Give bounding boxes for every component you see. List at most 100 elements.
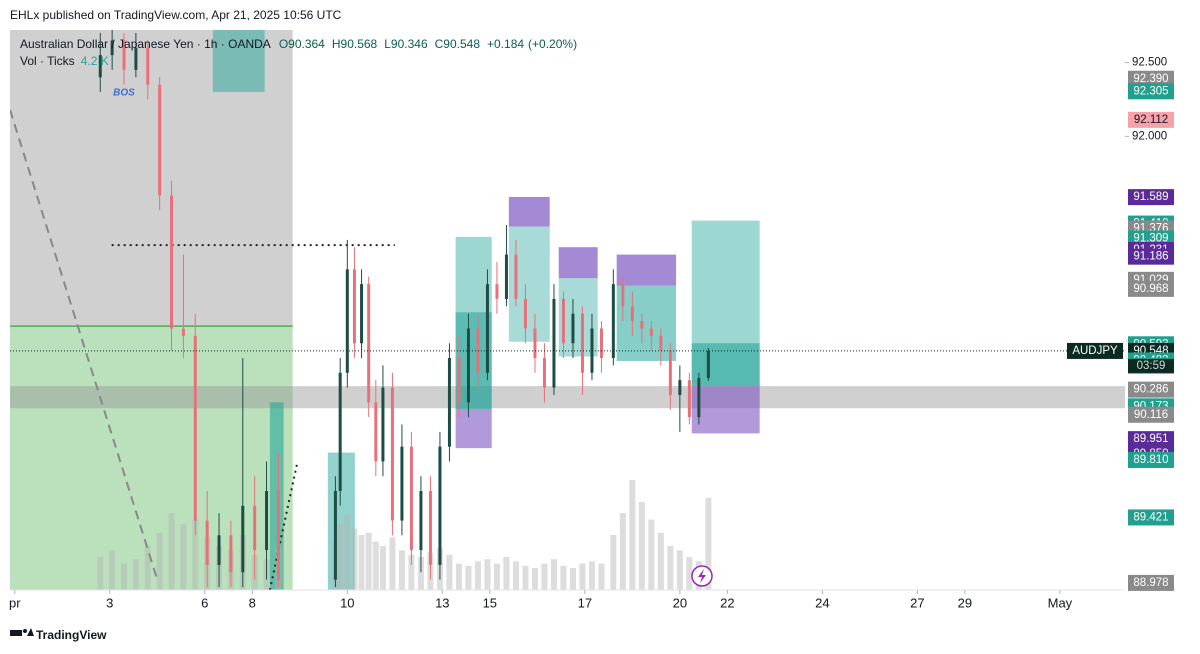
zone bbox=[212, 30, 265, 93]
price-badge bbox=[1128, 509, 1174, 526]
candle-body bbox=[571, 313, 575, 344]
bos-annotation: BOS bbox=[113, 88, 135, 99]
candle-body bbox=[333, 491, 337, 580]
candle-body bbox=[419, 491, 423, 551]
candle-body bbox=[98, 55, 102, 78]
volume-bar bbox=[192, 519, 199, 590]
tradingview-logo bbox=[10, 628, 34, 636]
candle-body bbox=[374, 402, 378, 462]
volume-bar bbox=[344, 515, 351, 590]
candle-body bbox=[542, 358, 546, 388]
price-badge bbox=[1128, 451, 1174, 468]
x-tick-label: 3 bbox=[106, 595, 113, 610]
volume-bar bbox=[132, 559, 139, 590]
volume-bar bbox=[484, 559, 491, 590]
x-tick-label: 6 bbox=[201, 595, 208, 610]
x-tick-label: 22 bbox=[720, 595, 734, 610]
zone bbox=[616, 254, 677, 286]
price-badge-label: 89.810 bbox=[1133, 454, 1168, 466]
candle-body bbox=[338, 372, 342, 492]
volume-bar bbox=[569, 568, 576, 590]
candle-body bbox=[466, 328, 470, 403]
candle-body bbox=[457, 358, 461, 403]
price-badge-label: 89.421 bbox=[1133, 511, 1168, 523]
candle-body bbox=[158, 84, 162, 196]
candle-body bbox=[276, 491, 280, 580]
x-tick-label: May bbox=[1048, 595, 1073, 610]
candle-body bbox=[352, 269, 356, 344]
zone bbox=[558, 247, 598, 279]
volume-bar bbox=[686, 557, 693, 590]
volume-bar bbox=[550, 559, 557, 590]
candle-body bbox=[621, 284, 625, 307]
plot-area bbox=[10, 30, 1125, 590]
volume-bar bbox=[168, 513, 175, 590]
x-tick-label: 27 bbox=[910, 595, 924, 610]
price-badge-label: 92.390 bbox=[1133, 73, 1168, 85]
candle-body bbox=[580, 313, 584, 373]
candle-body bbox=[678, 380, 682, 395]
x-tick-label: pr bbox=[9, 595, 21, 610]
volume-last: 4.2 K bbox=[81, 54, 109, 68]
candle-body bbox=[687, 380, 691, 418]
price-badge-label: 92.305 bbox=[1133, 85, 1168, 97]
candle-body bbox=[428, 491, 432, 565]
volume-bar bbox=[493, 563, 500, 590]
candle-body bbox=[649, 328, 653, 336]
volume-bar bbox=[657, 532, 664, 590]
price-badge bbox=[1128, 431, 1174, 448]
candle-body bbox=[476, 328, 480, 373]
volume-bar bbox=[455, 563, 462, 590]
price-badge-label: 90.286 bbox=[1133, 384, 1168, 396]
candle-body bbox=[599, 328, 603, 359]
ohlc-value: L90.346 bbox=[384, 37, 428, 51]
candle-body bbox=[485, 284, 489, 373]
candle-body bbox=[381, 387, 385, 462]
candle-body bbox=[181, 328, 185, 336]
candle-body bbox=[514, 254, 518, 299]
countdown: 03:59 bbox=[1137, 360, 1166, 372]
volume-bar bbox=[398, 550, 405, 590]
volume-bar bbox=[619, 513, 626, 590]
symbol-tag: AUDJPY bbox=[1072, 345, 1118, 357]
volume-bar bbox=[598, 563, 605, 590]
candle-body bbox=[265, 491, 269, 551]
countdown-bg bbox=[1128, 358, 1174, 373]
volume-bar bbox=[351, 528, 358, 590]
volume-bar bbox=[465, 565, 472, 590]
symbol-tag-bg bbox=[1067, 342, 1123, 359]
volume-bar bbox=[337, 524, 344, 590]
candle-body bbox=[668, 350, 672, 395]
y-tick-label: 92.000 bbox=[1132, 130, 1167, 142]
price-badge bbox=[1128, 280, 1174, 297]
zone bbox=[10, 326, 293, 590]
price-badge bbox=[1128, 248, 1174, 265]
ohlc-value: C90.548 bbox=[435, 37, 481, 51]
candle-body bbox=[590, 328, 594, 373]
x-tick-label: 13 bbox=[435, 595, 449, 610]
volume-bar bbox=[503, 557, 510, 590]
footer-brand: TradingView bbox=[36, 628, 107, 642]
alert-icon[interactable] bbox=[691, 565, 713, 587]
price-badge-label: 90.968 bbox=[1133, 283, 1168, 295]
zone bbox=[616, 285, 677, 361]
x-tick-label: 15 bbox=[483, 595, 497, 610]
price-badge bbox=[1128, 189, 1174, 206]
volume-bar bbox=[560, 565, 567, 590]
candle-body bbox=[390, 387, 394, 521]
volume-title: Vol · Ticks bbox=[20, 54, 75, 68]
x-tick-label: 10 bbox=[340, 595, 354, 610]
volume-bar bbox=[531, 568, 538, 590]
volume-bar bbox=[512, 561, 519, 590]
volume-bar bbox=[121, 563, 128, 590]
candle-body bbox=[659, 335, 663, 351]
volume-bar bbox=[97, 557, 104, 590]
candle-body bbox=[504, 254, 508, 299]
volume-bar bbox=[610, 535, 617, 590]
candle-body bbox=[110, 40, 114, 56]
volume-bar bbox=[379, 546, 386, 590]
candle-body bbox=[611, 284, 615, 359]
price-badge bbox=[1128, 574, 1174, 591]
candle-body bbox=[706, 350, 710, 379]
volume-bar bbox=[180, 524, 187, 590]
